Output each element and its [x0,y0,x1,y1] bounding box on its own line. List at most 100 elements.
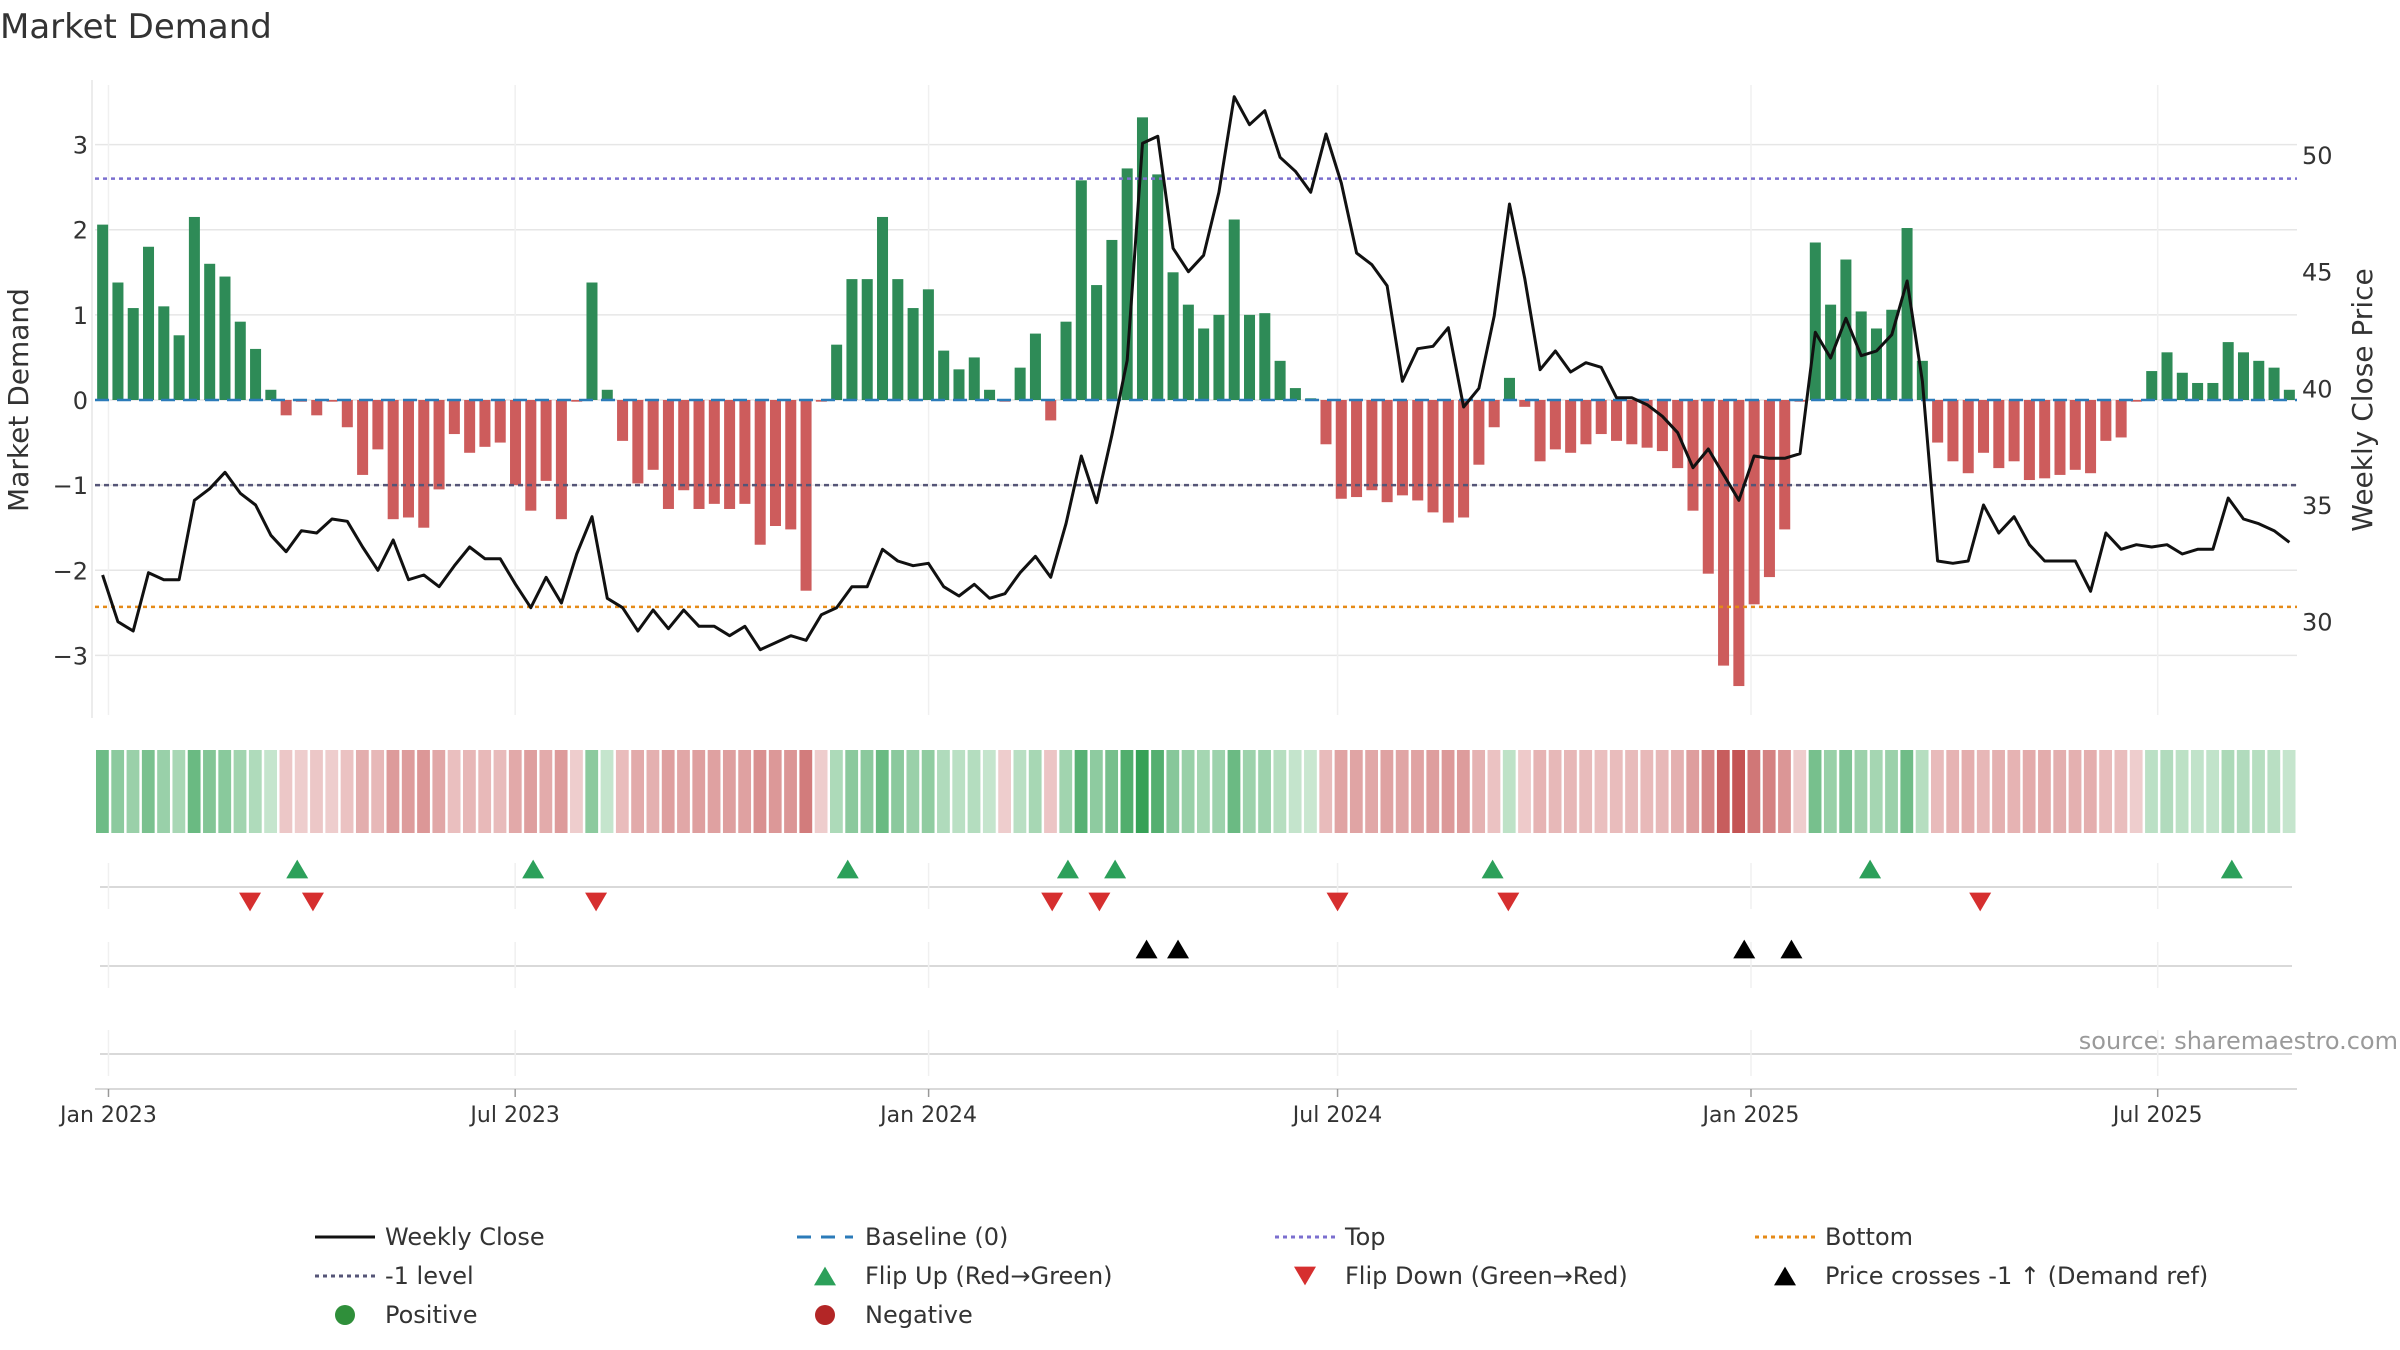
price-cross-marker [1167,939,1190,959]
y-left-tick-label: 0 [73,387,88,415]
demand-bar [1121,168,1133,400]
legend-item: Price crosses -1 ↑ (Demand ref) [1774,1262,2208,1290]
heat-cell [524,750,537,833]
demand-bar [1029,333,1041,400]
heat-cell [386,750,400,833]
heat-cell [1487,750,1501,833]
demand-bar [555,400,567,520]
demand-bar [617,400,629,441]
heat-cell [1594,750,1608,833]
heat-cell [1349,750,1363,833]
event-markers [100,859,2292,1076]
heat-cell [1411,750,1424,833]
axes: 3 2 1 0 −1 −2 −3 50 45 40 35 30 Jan 2023 Jul 2023 Jan … [53,80,2333,1128]
demand-bar [1427,400,1439,513]
demand-bar [188,216,200,400]
heat-cell [264,750,277,833]
y-right-tick-label: 30 [2302,609,2333,637]
flip-down-marker [1088,892,1111,912]
demand-bar [724,400,736,509]
demand-bar [464,400,476,453]
heat-cell [1946,750,1960,833]
heat-cell [1823,750,1837,833]
x-tick-label: Jul 2023 [468,1103,560,1128]
demand-bar [586,282,598,400]
x-tick-label: Jan 2024 [878,1103,977,1128]
demand-bar [1014,367,1026,400]
heat-cell [172,750,186,833]
heat-cell [1441,750,1455,833]
legend-label: -1 level [385,1262,474,1290]
demand-bar [280,400,292,416]
demand-bar [877,216,889,400]
demand-bar [2283,389,2295,400]
heat-cell [2145,750,2158,833]
x-tick-label: Jan 2023 [58,1103,157,1128]
heat-cell [768,750,782,833]
heat-cell [1395,750,1409,833]
heat-cell [1778,750,1791,833]
heat-cell [1227,750,1241,833]
heat-cell [615,750,629,833]
weekly-close-line [101,95,2291,652]
heat-cell [401,750,415,833]
heat-cell [1151,750,1164,833]
legend-item: Bottom [1755,1223,1913,1251]
demand-bar [250,348,262,400]
flip-down-marker [301,892,324,912]
heat-cell [2053,750,2067,833]
demand-bar [647,400,659,470]
heat-cell [447,750,461,833]
demand-bar [708,400,720,504]
heat-cell [570,750,583,833]
demand-bar [2130,400,2142,402]
heat-cell [692,750,706,833]
heat-cell [508,750,522,833]
demand-bar [1458,400,1470,518]
legend-item: -1 level [315,1262,474,1290]
demand-bar [861,279,873,400]
demand-bar [1366,400,1378,491]
heat-cell [1609,750,1623,833]
flip-down-marker [585,892,608,912]
demand-bar [892,279,904,400]
demand-bar [1106,239,1118,400]
demand-bar [739,400,751,504]
heat-cell [141,750,155,833]
demand-bar [494,400,506,443]
heat-cell [1686,750,1700,833]
demand-bar [1993,400,2005,469]
legend-item: Positive [335,1301,478,1329]
demand-bar [1136,117,1148,400]
heat-cell [585,750,599,833]
flip-up-marker [1859,859,1882,879]
heat-cell [738,750,752,833]
demand-bar [1351,400,1363,498]
heat-cell [1028,750,1042,833]
demand-bar [1442,400,1454,523]
heat-cell [218,750,232,833]
heat-cell [1655,750,1669,833]
demand-bar [1763,400,1775,578]
demand-bar [2146,371,2158,400]
x-tick-label: Jul 2025 [2111,1103,2203,1128]
heat-cell [2190,750,2204,833]
demand-bar [1167,272,1179,400]
y-right-tick-label: 45 [2302,259,2333,287]
legend-item: Top [1275,1223,1386,1251]
demand-bar [1840,259,1852,400]
price-cross-marker [1733,939,1756,959]
heat-cell [998,750,1011,833]
demand-bar [1901,228,1913,400]
heat-cell [2038,750,2051,833]
y-right-tick-label: 50 [2302,142,2333,170]
demand-bar [1244,314,1256,400]
x-tick-label: Jan 2025 [1701,1103,1800,1128]
heat-cell [814,750,828,833]
legend-swatch-circle [335,1305,355,1325]
demand-bar [402,400,414,518]
flip-up-marker [1481,859,1504,879]
demand-bar [97,224,109,400]
heat-cell [248,750,262,833]
flip-down-marker [1497,892,1520,912]
